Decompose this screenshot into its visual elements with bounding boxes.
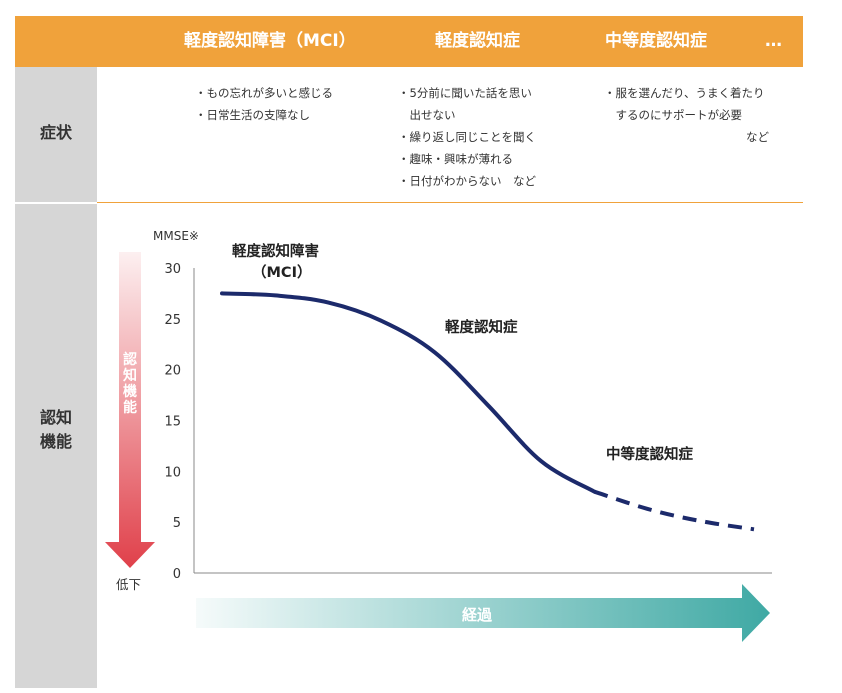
decline-char: 知 — [123, 368, 137, 384]
symptoms-mci: ・もの忘れが多いと感じる ・日常生活の支障なし — [195, 82, 333, 126]
time-progress-arrow — [196, 584, 770, 642]
x-axis-label: 経過 — [462, 606, 493, 624]
symptoms-moderate: ・服を選んだり、うまく着たり するのにサポートが必要 など — [604, 82, 769, 148]
header-stage-mci: 軽度認知障害（MCI） — [184, 31, 356, 51]
series-line-dashed — [593, 489, 755, 532]
series-line-solid — [220, 291, 597, 494]
decline-char: 能 — [123, 400, 137, 416]
annotation-mci-line-2: （MCI） — [252, 265, 312, 281]
symptom-item: ・日付がわからない など — [398, 174, 536, 188]
cognitive-decline-arrow — [105, 252, 155, 568]
symptom-item: 出せない — [398, 108, 456, 122]
symptom-item: ・もの忘れが多いと感じる — [195, 86, 333, 100]
stage-header-bar: 軽度認知障害（MCI） 軽度認知症 中等度認知症 … — [15, 16, 803, 67]
symptom-item: ・5分前に聞いた話を思い — [398, 86, 532, 100]
symptom-item: など — [746, 130, 769, 144]
symptom-item: するのにサポートが必要 — [604, 108, 742, 122]
y-tick-label: 5 — [173, 516, 181, 531]
cognition-label-line-1: 認知 — [39, 408, 72, 427]
annotation-mci: 軽度認知障害 （MCI） — [232, 240, 319, 282]
y-tick-label: 15 — [164, 415, 181, 430]
row-header-column — [15, 67, 97, 688]
symptoms-row-label: 症状 — [39, 123, 72, 142]
symptom-item: ・趣味・興味が薄れる — [398, 152, 513, 166]
annotation-mild: 軽度認知症 — [445, 320, 518, 336]
y-tick-label: 25 — [164, 313, 181, 328]
symptom-item: ・服を選んだり、うまく着たり — [604, 86, 765, 100]
side-row-divider — [15, 202, 97, 204]
y-tick-label: 0 — [173, 567, 181, 582]
y-tick-label: 20 — [164, 364, 181, 379]
annotation-moderate: 中等度認知症 — [606, 447, 693, 463]
symptom-item: ・繰り返し同じことを聞く — [398, 130, 536, 144]
header-more-ellipsis: … — [765, 31, 782, 51]
annotation-mci-line-1: 軽度認知障害 — [232, 244, 319, 260]
y-tick-label: 30 — [164, 262, 181, 277]
decline-label: 低下 — [116, 577, 142, 592]
header-stage-mild: 軽度認知症 — [435, 31, 520, 51]
symptom-item: ・日常生活の支障なし — [195, 108, 310, 122]
decline-char: 機 — [123, 384, 137, 400]
y-tick-label: 10 — [164, 465, 181, 480]
row-divider — [97, 202, 803, 203]
symptoms-mild: ・5分前に聞いた話を思い 出せない ・繰り返し同じことを聞く ・趣味・興味が薄れ… — [398, 82, 536, 192]
decline-arrow-text: 認 知 機 能 — [120, 352, 140, 416]
cognition-label-line-2: 機能 — [39, 432, 72, 451]
decline-char: 認 — [123, 352, 137, 368]
y-tick-labels: 0 5 10 15 20 25 30 — [164, 262, 181, 582]
cognition-row-label: 認知 機能 — [15, 406, 97, 454]
y-axis-label: MMSE※ — [153, 229, 199, 243]
header-stage-moderate: 中等度認知症 — [605, 31, 707, 51]
